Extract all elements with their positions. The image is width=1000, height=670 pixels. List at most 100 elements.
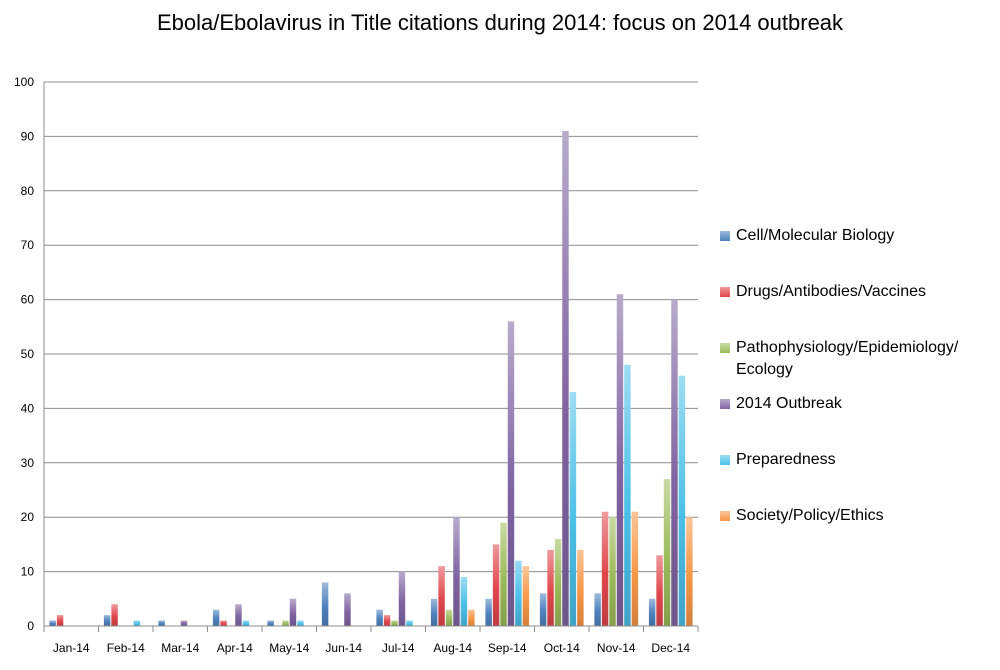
bar — [133, 620, 141, 626]
legend-item: Cell/Molecular Biology — [720, 225, 996, 247]
x-tick-label: Aug-14 — [433, 641, 472, 655]
y-tick-labels: 0 10 20 30 40 50 60 70 80 90 100 — [14, 75, 34, 633]
bar — [648, 598, 656, 626]
bar — [656, 555, 663, 626]
bar — [468, 609, 475, 626]
gridlines — [44, 81, 698, 573]
bar — [267, 620, 274, 626]
x-tick-label: Mar-14 — [161, 641, 199, 655]
legend-swatch — [720, 287, 730, 297]
bar — [180, 620, 188, 626]
bar — [539, 593, 547, 626]
legend-swatch — [720, 455, 730, 465]
bar — [376, 609, 383, 626]
bar — [220, 620, 227, 626]
bar — [111, 604, 118, 626]
bar — [631, 511, 639, 626]
legend-label: Society/Policy/Ethics — [736, 507, 884, 524]
bar — [663, 479, 671, 626]
bar — [569, 392, 577, 626]
legend-swatch — [720, 511, 730, 521]
bar — [577, 549, 584, 626]
y-tick-label: 60 — [21, 293, 35, 307]
legend-item: Drugs/Antibodies/Vaccines — [720, 281, 996, 303]
bar — [49, 620, 56, 626]
x-tick-label: Nov-14 — [597, 641, 636, 655]
bar — [507, 321, 515, 626]
bar — [492, 544, 500, 626]
bar — [321, 582, 329, 626]
bar — [522, 566, 530, 626]
bar — [282, 620, 289, 626]
bar — [158, 620, 165, 626]
legend-swatch — [720, 399, 730, 409]
bar — [391, 620, 398, 626]
bar — [609, 517, 616, 626]
x-tick-label: Jul-14 — [382, 641, 415, 655]
bar — [671, 299, 678, 626]
bar — [242, 620, 250, 626]
bar — [235, 604, 242, 626]
legend-label: Cell/Molecular Biology — [736, 227, 895, 244]
bar — [289, 598, 297, 626]
legend-label: Pathophysiology/Epidemiology/ Ecology — [736, 339, 959, 378]
x-tick-label: Oct-14 — [544, 641, 580, 655]
x-tick-labels: Jan-14 Feb-14 Mar-14 Apr-14 May-14 Jun-14 Jul-… — [53, 641, 691, 655]
legend-item: Pathophysiology/Epidemiology/ Ecology — [720, 337, 996, 381]
y-tick-label: 30 — [21, 456, 35, 470]
x-tick-label: Feb-14 — [107, 641, 145, 655]
legend-label: 2014 Outbreak — [736, 395, 842, 412]
y-tick-label: 90 — [21, 129, 35, 143]
bar — [430, 598, 438, 626]
y-tick-label: 10 — [21, 565, 35, 579]
x-tick-label: Apr-14 — [217, 641, 253, 655]
bar — [212, 609, 220, 626]
bar — [406, 620, 413, 626]
bar — [344, 593, 351, 626]
x-tick-label: Jun-14 — [325, 641, 362, 655]
bar — [601, 511, 609, 626]
y-tick-label: 0 — [27, 619, 34, 633]
bar — [445, 609, 453, 626]
legend-swatch — [720, 343, 730, 353]
bar — [554, 538, 562, 626]
x-tick-label: Sep-14 — [488, 641, 527, 655]
bar — [686, 517, 693, 626]
legend-item: Society/Policy/Ethics — [720, 505, 996, 527]
bar — [515, 560, 522, 626]
y-tick-label: 80 — [21, 184, 35, 198]
bar — [624, 364, 631, 626]
bar — [616, 294, 624, 626]
bar — [383, 615, 391, 626]
legend-item: Preparedness — [720, 449, 996, 471]
bars — [49, 130, 693, 626]
bar — [562, 130, 569, 626]
chart-title: Ebola/Ebolavirus in Title citations duri… — [156, 10, 844, 35]
bar — [500, 522, 507, 626]
y-tick-label: 40 — [21, 401, 35, 415]
bar — [56, 615, 64, 626]
y-tick-label: 50 — [21, 347, 35, 361]
bar — [547, 549, 554, 626]
legend-label: Preparedness — [736, 451, 836, 468]
bar — [678, 375, 686, 626]
x-tick-label: Dec-14 — [651, 641, 690, 655]
legend-item: 2014 Outbreak — [720, 393, 996, 415]
bar — [103, 615, 111, 626]
bar — [485, 598, 492, 626]
legend-label: Drugs/Antibodies/Vaccines — [736, 283, 927, 300]
bar — [594, 593, 601, 626]
bar — [438, 566, 445, 626]
bar — [297, 620, 304, 626]
axes — [43, 82, 699, 632]
x-tick-label: May-14 — [269, 641, 309, 655]
y-tick-label: 70 — [21, 238, 35, 252]
bar — [460, 577, 468, 626]
bar — [398, 571, 406, 626]
legend-swatch — [720, 231, 730, 241]
y-tick-label: 100 — [14, 75, 34, 89]
x-tick-label: Jan-14 — [53, 641, 90, 655]
bar — [453, 517, 460, 626]
y-tick-label: 20 — [21, 510, 35, 524]
